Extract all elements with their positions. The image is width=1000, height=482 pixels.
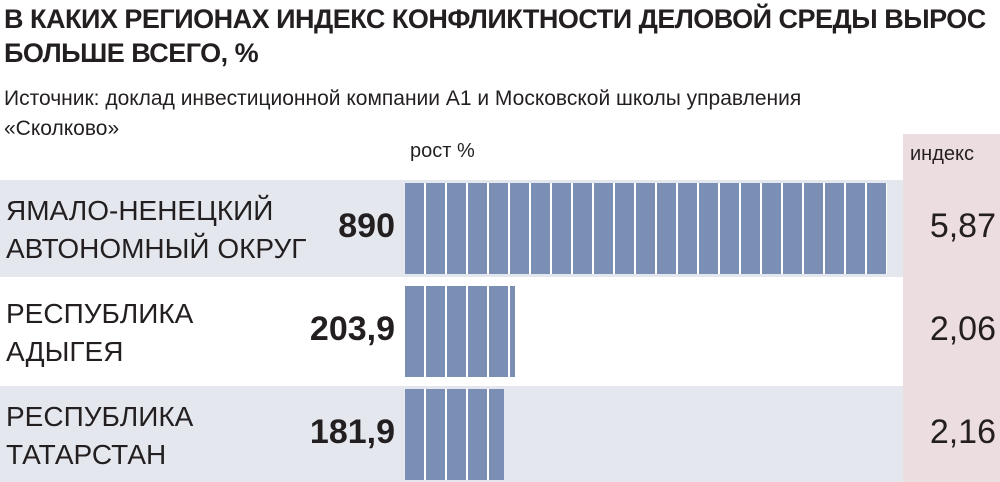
category-label: РЕСПУБЛИКА АДЫГЕЯ xyxy=(6,298,194,367)
category-label: ЯМАЛО-НЕНЕЦКИЙ АВТОНОМНЫЙ ОКРУГ xyxy=(6,195,307,264)
value-label: 203,9 xyxy=(309,310,395,348)
category-label: РЕСПУБЛИКА ТАТАРСТАН xyxy=(6,401,194,470)
bar xyxy=(405,389,504,480)
index-label: 2,06 xyxy=(929,310,996,348)
value-header: рост % xyxy=(410,140,475,162)
value-label: 181,9 xyxy=(309,413,395,451)
bar xyxy=(405,286,516,377)
index-label: 2,16 xyxy=(929,413,996,451)
source-note: Источник: доклад инвестиционной компании… xyxy=(4,87,802,140)
index-label: 5,87 xyxy=(929,207,996,245)
bar xyxy=(405,183,887,274)
chart-title: В КАКИХ РЕГИОНАХ ИНДЕКС КОНФЛИКТНОСТИ ДЕ… xyxy=(4,4,986,68)
index-column xyxy=(903,134,1000,482)
index-header: индекс xyxy=(910,143,974,165)
value-label: 890 xyxy=(338,207,395,245)
